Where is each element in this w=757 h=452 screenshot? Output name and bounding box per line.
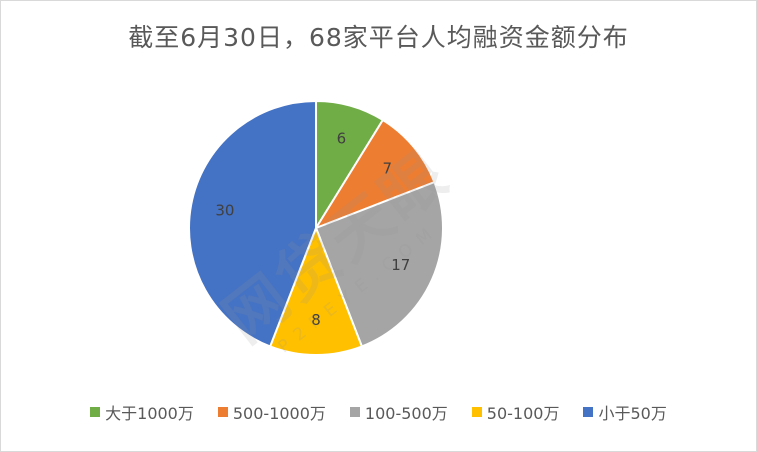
chart-title: 截至6月30日，68家平台人均融资金额分布 bbox=[128, 23, 629, 52]
pie-slice bbox=[268, 225, 364, 356]
pie-slice bbox=[188, 99, 317, 348]
legend-swatch bbox=[90, 407, 101, 417]
legend-label: 500-1000万 bbox=[232, 404, 326, 423]
data-label: 17 bbox=[391, 256, 410, 274]
legend-item: 50-100万 bbox=[471, 400, 560, 424]
legend-label: 50-100万 bbox=[486, 404, 560, 423]
legend-item: 500-1000万 bbox=[217, 400, 326, 424]
legend-swatch bbox=[583, 407, 594, 417]
legend-swatch bbox=[217, 407, 228, 417]
pie-slice bbox=[313, 118, 436, 231]
legend-swatch bbox=[349, 407, 360, 417]
legend-label: 小于50万 bbox=[598, 404, 667, 423]
data-label: 6 bbox=[337, 129, 347, 147]
legend-swatch bbox=[471, 407, 482, 417]
data-label: 30 bbox=[215, 201, 234, 219]
legend-label: 大于1000万 bbox=[105, 404, 194, 423]
chart-legend: 大于1000万 500-1000万 100-500万 50-100万 小于50万 bbox=[0, 400, 757, 424]
legend-label: 100-500万 bbox=[364, 404, 448, 423]
legend-item: 大于1000万 bbox=[90, 400, 194, 424]
legend-item: 小于50万 bbox=[583, 400, 667, 424]
pie-slice bbox=[314, 180, 444, 348]
legend-item: 100-500万 bbox=[349, 400, 448, 424]
data-label: 8 bbox=[311, 311, 321, 329]
data-label: 7 bbox=[383, 159, 393, 177]
